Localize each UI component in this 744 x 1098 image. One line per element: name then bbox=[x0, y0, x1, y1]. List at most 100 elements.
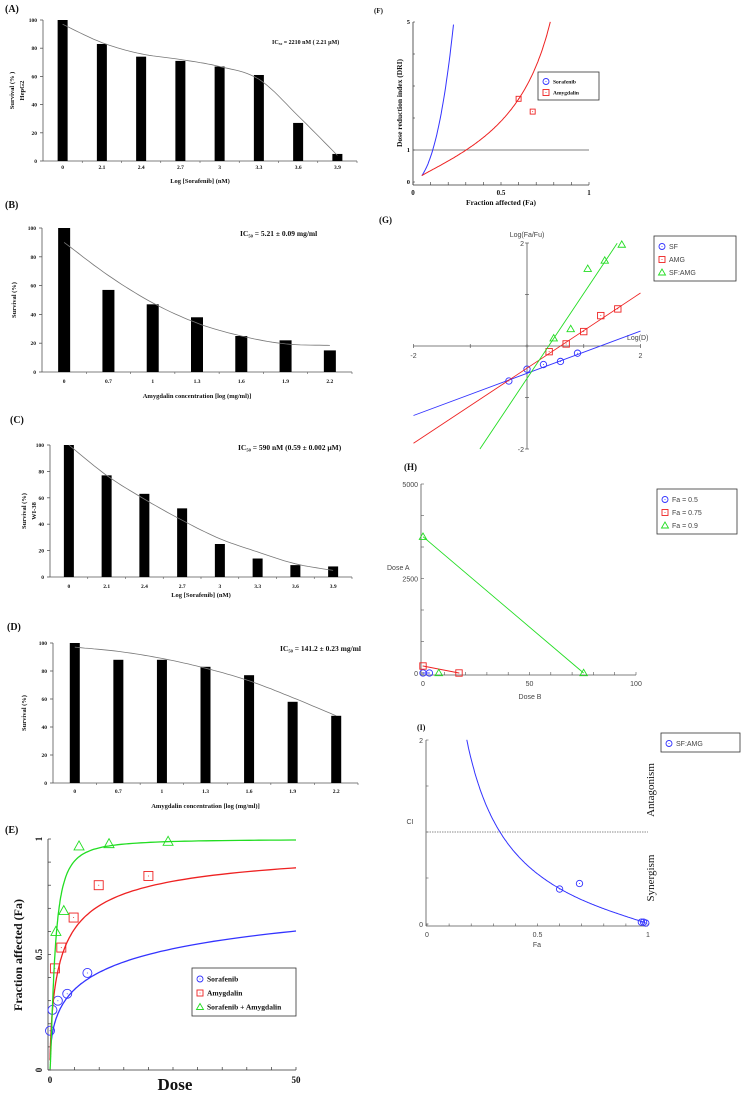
x-tick-label: 0 bbox=[68, 584, 71, 590]
y-axis-label-2: WI-38 bbox=[31, 501, 38, 519]
marker-dot bbox=[559, 888, 561, 890]
y-tick-label: 80 bbox=[31, 255, 37, 261]
marker-dot bbox=[577, 352, 579, 354]
bar bbox=[331, 715, 342, 783]
x-axis-label: Fa bbox=[533, 942, 541, 949]
y-tick-label: 2 bbox=[419, 738, 423, 745]
x-tick-label: 0 bbox=[61, 165, 64, 171]
x-axis-label: Log(D) bbox=[627, 335, 648, 342]
circle-marker bbox=[575, 879, 584, 888]
x-axis-label: Amygdalin concentration [log (mg/ml)] bbox=[151, 803, 260, 810]
y-tick-label: 0 bbox=[419, 922, 423, 929]
x-tick-label: 3.3 bbox=[254, 584, 261, 590]
panel-label: (F) bbox=[374, 7, 384, 15]
y-tick-label: 0 bbox=[414, 671, 418, 678]
bar bbox=[214, 544, 225, 577]
square-marker bbox=[658, 256, 666, 263]
dri-chart-F: (F) 0 0.5 1 0 1 5 Fraction affected (Fa) Dose re… bbox=[374, 7, 600, 207]
square-marker bbox=[56, 942, 67, 953]
circle-marker bbox=[555, 885, 564, 893]
x-tick-label: 2.4 bbox=[141, 584, 148, 590]
marker-dot bbox=[565, 343, 567, 345]
square-marker bbox=[562, 340, 570, 348]
y-axis-label-2: HepG2 bbox=[19, 81, 26, 101]
y-tick-label: 60 bbox=[42, 697, 48, 703]
marker-dot bbox=[664, 499, 666, 500]
isobole-line bbox=[422, 665, 460, 674]
marker-dot bbox=[545, 81, 547, 82]
dri-curve bbox=[421, 24, 454, 176]
bar bbox=[293, 122, 304, 161]
bar bbox=[287, 701, 298, 783]
y-tick-label: 2 bbox=[520, 241, 524, 248]
triangle-marker bbox=[103, 837, 115, 849]
trendline bbox=[74, 646, 337, 717]
x-tick-label: 0.7 bbox=[105, 379, 112, 385]
x-tick-label: 3.6 bbox=[295, 165, 302, 171]
bar-chart-A: (A) 0 20 40 60 80 100 0 2.1 2.4 2.7 3 3.3 3.6 3.9 Log [… bbox=[5, 4, 358, 185]
fit-curve bbox=[49, 839, 296, 1069]
legend-label: Sorafenib + Amygdalin bbox=[207, 1003, 282, 1012]
circle-marker bbox=[556, 357, 565, 366]
triangle-marker bbox=[660, 521, 670, 529]
marker-dot bbox=[664, 512, 666, 513]
y-tick-label: 40 bbox=[39, 522, 45, 528]
bar bbox=[253, 74, 264, 161]
y-tick-label: 0 bbox=[34, 1067, 44, 1072]
y-tick-label: 0.5 bbox=[34, 948, 44, 960]
marker-dot bbox=[643, 921, 645, 923]
legend-box bbox=[191, 967, 297, 1017]
x-tick-label: 2.7 bbox=[177, 165, 184, 171]
triangle-marker bbox=[58, 904, 70, 916]
x-tick-label: 50 bbox=[526, 681, 534, 688]
isobole-line bbox=[422, 536, 584, 674]
legend-label: SF:AMG bbox=[669, 270, 696, 277]
panel-label: (E) bbox=[5, 825, 18, 836]
square-marker bbox=[542, 89, 550, 96]
square-marker bbox=[196, 989, 204, 997]
marker-dot bbox=[86, 972, 88, 974]
y-tick-label: 0 bbox=[34, 159, 37, 165]
marker-dot bbox=[668, 743, 670, 744]
bar bbox=[101, 475, 112, 577]
circle-marker bbox=[505, 377, 513, 385]
marker-dot bbox=[73, 917, 75, 919]
bar bbox=[252, 558, 263, 577]
marker-dot bbox=[60, 947, 62, 949]
circle-marker bbox=[196, 975, 204, 983]
y-tick-label: 100 bbox=[39, 641, 48, 647]
square-marker bbox=[68, 912, 79, 923]
y-tick-label: 40 bbox=[42, 725, 48, 731]
circle-marker bbox=[62, 988, 73, 999]
marker-dot bbox=[49, 1030, 51, 1032]
bar bbox=[323, 350, 336, 372]
triangle-marker bbox=[73, 840, 85, 851]
marker-dot bbox=[532, 111, 534, 113]
x-tick-label: 0 bbox=[73, 789, 76, 795]
bar-chart-D: (D) 0 20 40 60 80 100 0 0.7 1 1.3 1.6 1.9 2.2 Amygdali… bbox=[7, 622, 361, 810]
panel-label: (I) bbox=[417, 723, 426, 732]
regression-line bbox=[413, 292, 641, 444]
x-tick-label: 0.5 bbox=[533, 932, 543, 939]
triangle-marker bbox=[583, 264, 593, 272]
circle-marker bbox=[658, 243, 666, 250]
x-tick-label: 100 bbox=[630, 681, 642, 688]
marker-dot bbox=[545, 92, 547, 93]
square-marker bbox=[545, 348, 553, 356]
trendline bbox=[62, 23, 338, 156]
ic50-annotation: IC₅₀ = 141.2 ± 0.23 mg/ml bbox=[280, 644, 361, 653]
bar bbox=[279, 340, 292, 372]
legend-label: SF bbox=[669, 244, 678, 251]
bar bbox=[200, 666, 211, 783]
marker-dot bbox=[559, 360, 561, 362]
x-tick-label: 1.9 bbox=[282, 379, 289, 385]
y-tick-label: 0 bbox=[41, 575, 44, 581]
marker-dot bbox=[578, 883, 580, 885]
y-tick-label: 2500 bbox=[402, 577, 418, 584]
trendline bbox=[63, 242, 330, 346]
legend-label: Amygdalin bbox=[553, 90, 579, 96]
marker-dot bbox=[422, 672, 424, 674]
x-tick-label: 1.3 bbox=[194, 379, 201, 385]
marker-dot bbox=[57, 1000, 59, 1002]
